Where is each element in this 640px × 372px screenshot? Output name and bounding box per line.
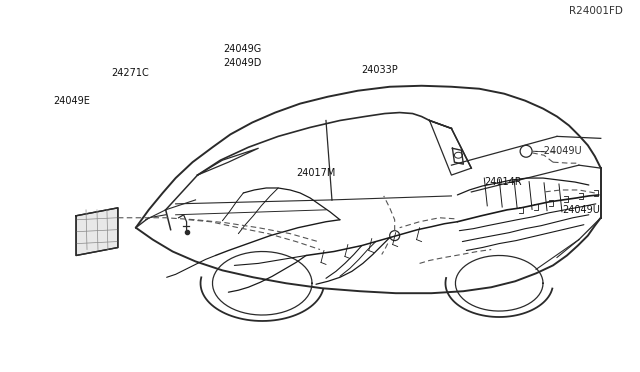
Text: 24014R: 24014R — [484, 177, 522, 187]
Polygon shape — [76, 208, 118, 256]
Text: 24017M: 24017M — [296, 168, 336, 178]
Text: 24049G: 24049G — [223, 44, 261, 54]
Text: 24033P: 24033P — [362, 65, 398, 75]
Text: 24271C: 24271C — [111, 68, 148, 78]
Text: 24049D: 24049D — [223, 58, 262, 68]
Text: 24049E: 24049E — [54, 96, 90, 106]
Text: 24049U: 24049U — [562, 205, 600, 215]
Text: —24049U: —24049U — [534, 146, 582, 156]
Text: R24001FD: R24001FD — [569, 6, 623, 16]
